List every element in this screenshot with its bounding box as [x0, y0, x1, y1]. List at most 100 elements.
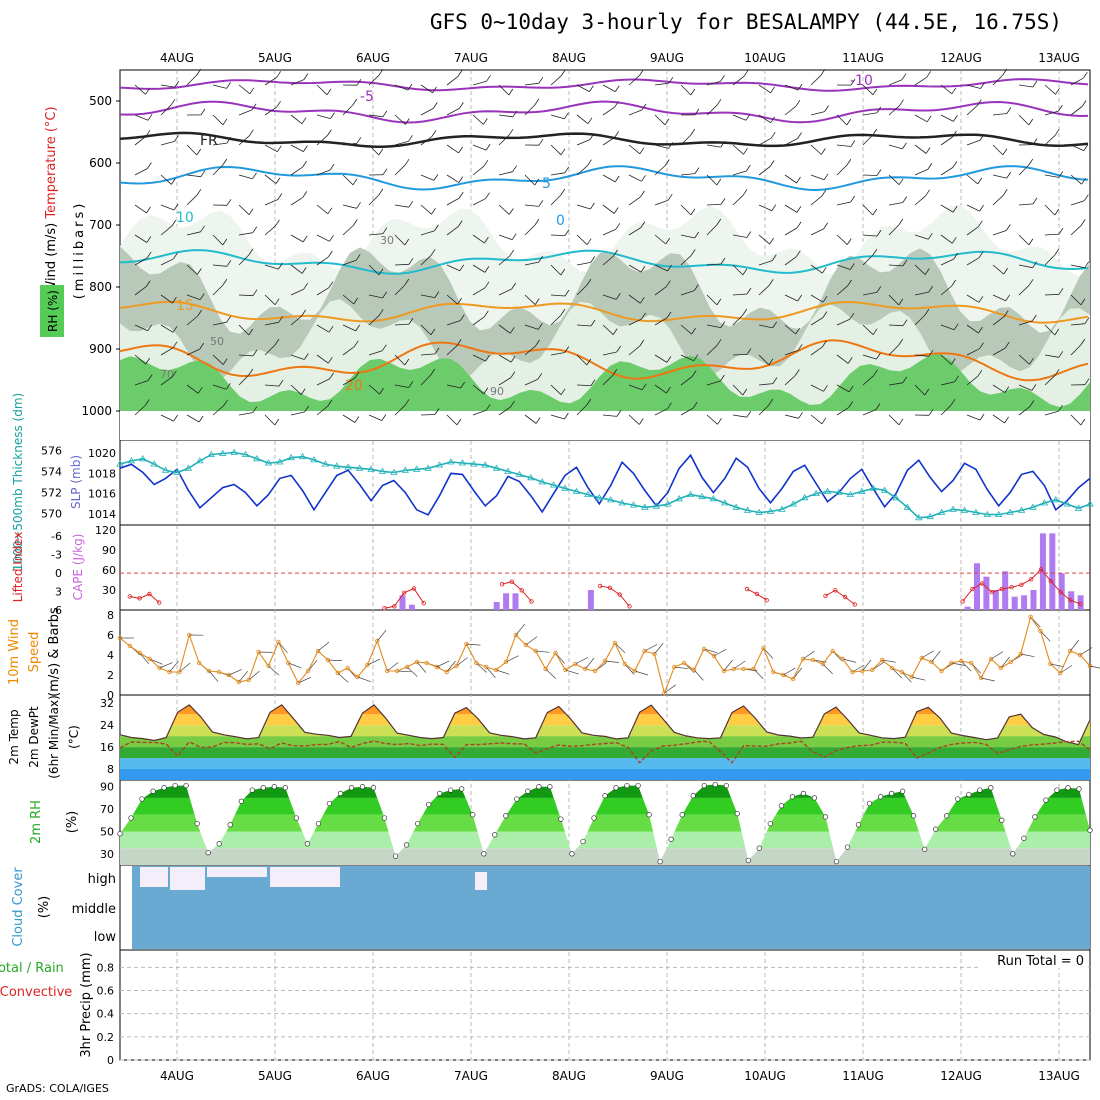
thickness-marker [812, 489, 820, 496]
wind10m-barb [882, 659, 896, 663]
rh-marker [1065, 785, 1071, 791]
thickness-marker [196, 457, 204, 464]
rh-marker [238, 798, 244, 804]
wind-barb-flag [1002, 148, 1008, 156]
wind-barb [524, 261, 539, 266]
date-label-top: 12AUG [940, 51, 982, 65]
wind-barb-flag [796, 206, 802, 213]
wind10m-barb [406, 666, 418, 677]
wind-barb [368, 233, 383, 236]
wind10m-axis-label: (m/s) & Barbs [47, 607, 62, 697]
wind-barb [186, 144, 198, 156]
temp-band [120, 769, 1090, 780]
wind-barb [992, 174, 1007, 179]
thickness-marker [652, 502, 661, 509]
wind10m-barb [862, 659, 872, 672]
wind-barb [1018, 406, 1031, 416]
wind-barb [1018, 114, 1030, 126]
wind-barb-flag [640, 265, 646, 273]
rh-marker [403, 842, 410, 848]
wind-speed-marker [682, 660, 687, 666]
cape-bar [512, 593, 519, 610]
wind-barb [758, 84, 771, 94]
wind-barb-flag [638, 418, 644, 425]
wind-barb [836, 318, 850, 326]
rh-marker [745, 857, 751, 864]
wind-barb [654, 317, 668, 326]
wind10m-barb [783, 667, 796, 676]
wind-barb [914, 384, 926, 396]
wind-barb [550, 144, 562, 156]
wind-barb-flag [356, 202, 361, 209]
wind-barb [680, 204, 692, 216]
wind-barb-flag [330, 112, 335, 119]
wind-barb-flag [248, 368, 254, 376]
wind10m-barb [1089, 665, 1100, 669]
wind-barb [654, 165, 666, 176]
wind-barb [706, 263, 722, 266]
wind-barb-flag [352, 219, 358, 226]
wind-barb [628, 227, 642, 236]
wind-barb-flag [1028, 279, 1034, 286]
li-marker [1048, 578, 1053, 584]
wind-barb-flag [508, 128, 514, 136]
wind-barb [498, 324, 511, 334]
wind-barb-flag [537, 323, 543, 330]
wind-barb-flag [1032, 138, 1038, 145]
wind-barb-flag [902, 376, 908, 384]
wind-barb [290, 114, 303, 125]
wind-barb-flag [381, 344, 387, 351]
wind10m-barb [495, 669, 510, 675]
wind-barb-flag [534, 298, 540, 305]
wind-barb-flag [328, 250, 333, 258]
temp-contour-freezing [119, 131, 1089, 149]
wind-barb [992, 230, 1007, 236]
wind-barb [1070, 106, 1083, 116]
wind-barb-flag [928, 285, 934, 293]
panel-frame [119, 524, 1091, 611]
wind10m-barb [337, 672, 349, 683]
wind-barb-flag [353, 297, 359, 305]
rh-marker [536, 784, 542, 790]
rh-marker [525, 788, 531, 794]
wind-barb [446, 226, 459, 236]
wind-barb-flag [850, 195, 856, 203]
wind-barb-flag [872, 128, 878, 136]
rh-marker [481, 851, 487, 857]
li-marker [401, 590, 407, 595]
wind-barb-flag [1082, 71, 1088, 79]
wind-barb [212, 264, 227, 267]
wind-barb-flag [796, 176, 801, 184]
wind10m-barb [733, 660, 746, 670]
wind-barb [654, 144, 669, 149]
wind-barb-flag [329, 163, 335, 171]
wind-barb [602, 414, 617, 417]
wind-barb-flag [666, 386, 671, 394]
wind-barb-flag [1032, 261, 1038, 268]
wind-barb-flag [1081, 177, 1086, 185]
wind-barb-flag [872, 248, 878, 256]
li-marker [980, 581, 985, 586]
wind-barb-flag [639, 339, 645, 347]
temp-contour-15 [119, 300, 1089, 324]
wind-barb [394, 164, 406, 176]
wind-speed-marker [474, 660, 479, 666]
wind-barb-flag [1032, 314, 1037, 322]
wind-barb [1044, 354, 1059, 358]
rh-marker [922, 846, 928, 852]
wind-barb [992, 384, 1006, 393]
wind-barb [134, 354, 146, 365]
wind-barb-flag [927, 163, 933, 170]
wind-barb-flag [431, 207, 436, 215]
wind-barb-flag [222, 238, 228, 246]
thickness-marker [721, 499, 729, 506]
wind10m-barb [565, 669, 579, 675]
wind-barb [316, 204, 329, 215]
wind-barb-flag [639, 297, 645, 304]
rh-marker [811, 795, 818, 801]
wind-barb [862, 409, 877, 416]
wind-barb [420, 255, 432, 266]
thickness-marker [595, 494, 604, 501]
thickness-marker [458, 459, 467, 466]
wind-speed-marker [978, 675, 984, 681]
